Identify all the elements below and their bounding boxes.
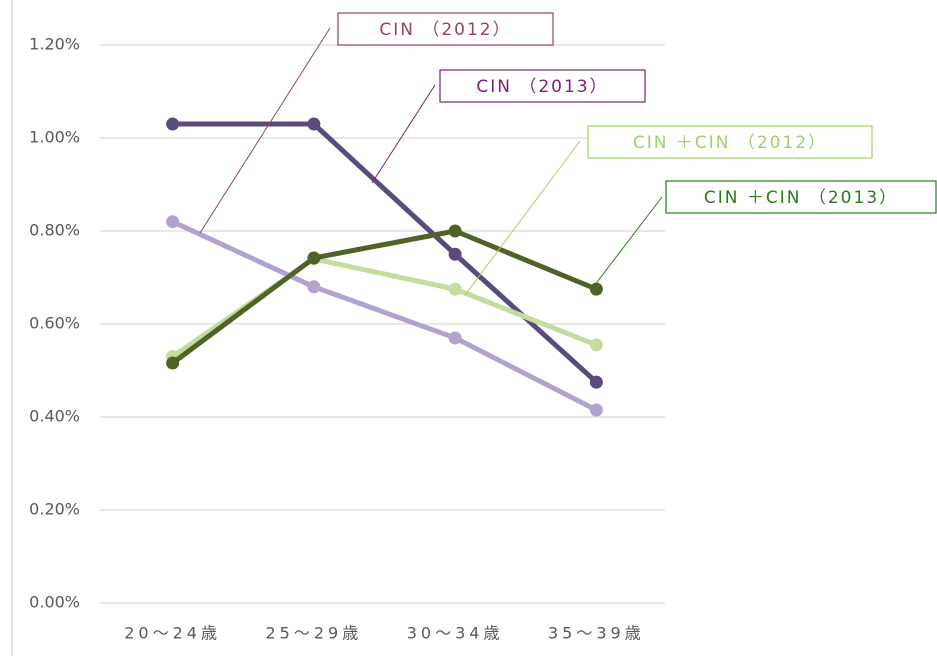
point bbox=[448, 331, 462, 345]
point bbox=[448, 247, 462, 261]
x-tick-label: 25～29歳 bbox=[266, 624, 363, 643]
y-tick-label: 0.80% bbox=[29, 221, 80, 240]
y-tick-label: 1.00% bbox=[29, 128, 80, 147]
y-tick-label: 0.20% bbox=[29, 500, 80, 519]
point bbox=[307, 117, 321, 131]
y-tick-label: 0.60% bbox=[29, 314, 80, 333]
point bbox=[589, 282, 603, 296]
legend-label: CIN （2013） bbox=[476, 77, 608, 97]
callout-box bbox=[439, 69, 646, 103]
point bbox=[166, 117, 180, 131]
callout-box bbox=[587, 125, 873, 159]
callout-box bbox=[665, 180, 937, 214]
point bbox=[307, 251, 321, 265]
legend-label: CIN （2012） bbox=[379, 20, 511, 40]
point bbox=[448, 282, 462, 296]
x-tick-label: 35～39歳 bbox=[548, 624, 645, 643]
callout-box bbox=[337, 12, 554, 46]
series-line bbox=[171, 228, 598, 366]
leader-line bbox=[371, 84, 436, 184]
point bbox=[166, 356, 180, 370]
x-tick-label: 30～34歳 bbox=[407, 624, 504, 643]
y-tick-label: 0.40% bbox=[29, 407, 80, 426]
y-tick-label: 0.00% bbox=[29, 593, 80, 612]
leader-line bbox=[593, 196, 663, 287]
point bbox=[589, 375, 603, 389]
y-tick-label: 1.20% bbox=[29, 35, 80, 54]
legend-label: CIN ＋CIN （2013） bbox=[704, 188, 898, 208]
x-tick-label: 20～24歳 bbox=[124, 624, 221, 643]
point bbox=[448, 224, 462, 238]
point bbox=[166, 215, 180, 229]
legend-label: CIN ＋CIN （2012） bbox=[633, 133, 827, 153]
leader-line bbox=[464, 140, 581, 296]
leader-line bbox=[199, 27, 331, 234]
point bbox=[307, 280, 321, 294]
point bbox=[589, 338, 603, 352]
series-line bbox=[171, 256, 598, 359]
point bbox=[589, 403, 603, 417]
series-line bbox=[171, 219, 598, 413]
